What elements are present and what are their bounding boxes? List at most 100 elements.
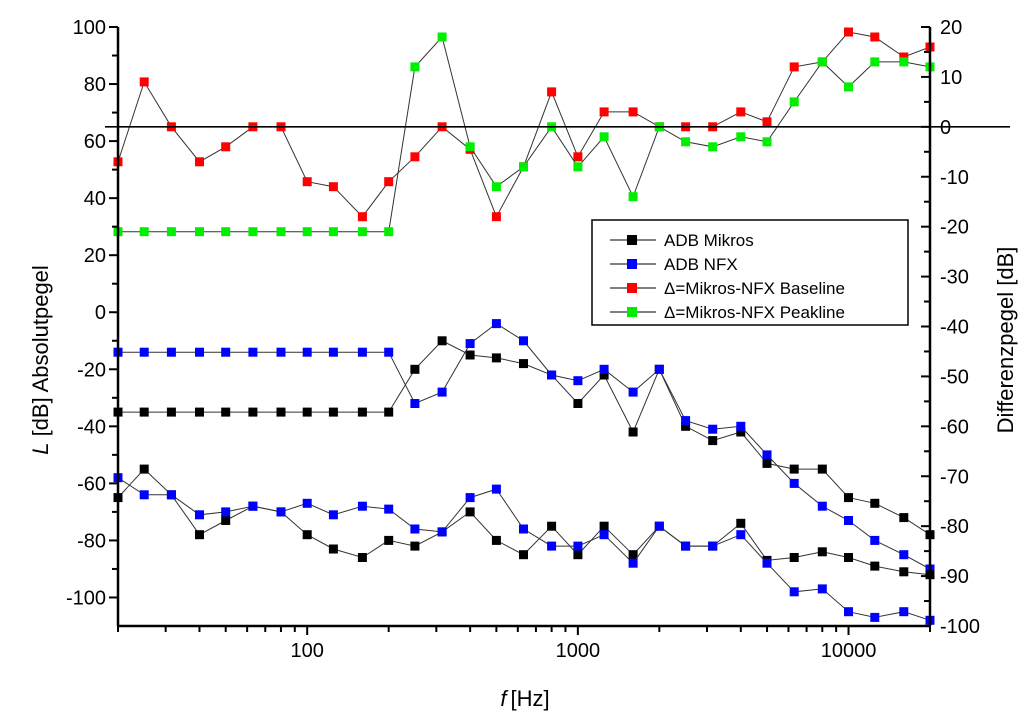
data-point: [465, 507, 475, 517]
data-point: [410, 152, 420, 162]
data-point: [762, 137, 772, 147]
y-left-tick-label: 20: [84, 245, 106, 267]
data-point: [328, 347, 338, 357]
y-left-tick-label: -20: [77, 359, 106, 381]
y-right-tick-label: -60: [940, 416, 969, 438]
series-layer: [113, 27, 935, 625]
data-point: [681, 421, 691, 431]
data-point: [195, 157, 204, 167]
data-point: [547, 541, 557, 551]
data-point: [221, 507, 231, 517]
data-point: [328, 407, 338, 417]
data-point: [789, 464, 799, 474]
legend: ADB Mikros ADB NFX Δ=Mikros-NFX Baseline Δ=…: [591, 219, 909, 326]
data-point: [762, 117, 772, 127]
data-point: [491, 319, 501, 329]
y-right-tick-label: 0: [940, 117, 951, 139]
data-point: [221, 347, 231, 357]
y-right-tick-label: -10: [940, 167, 969, 189]
data-point: [789, 62, 799, 72]
x-tick-label: 1000: [556, 640, 601, 662]
data-point: [736, 518, 746, 528]
y-axis-right-title: Differenzpegel [dB]: [993, 247, 1018, 434]
data-point: [899, 607, 909, 617]
data-point: [599, 530, 609, 540]
y-left-tick-label: -80: [77, 530, 106, 552]
legend-label: Δ=Mikros-NFX Peakline: [664, 303, 845, 322]
data-point: [357, 212, 367, 222]
series-2: [113, 464, 935, 580]
data-point: [384, 407, 394, 417]
data-point: [547, 521, 557, 531]
y-right-tick-label: -100: [940, 616, 980, 638]
data-point: [302, 407, 312, 417]
data-point: [384, 504, 394, 514]
data-point: [573, 541, 583, 551]
data-point: [789, 478, 799, 488]
data-point: [465, 350, 475, 360]
data-point: [789, 97, 799, 107]
data-point: [491, 535, 501, 545]
data-point: [384, 177, 394, 187]
data-point: [139, 490, 149, 500]
x-tick-label: 100: [291, 640, 324, 662]
series-line: [118, 35, 931, 233]
data-point: [410, 541, 420, 551]
y-right-tick-label: -20: [940, 217, 969, 239]
data-point: [357, 553, 367, 562]
legend-label: ADB Mikros: [664, 231, 754, 250]
data-point: [870, 561, 880, 571]
data-point: [844, 493, 853, 503]
data-point: [276, 347, 286, 357]
data-point: [195, 227, 204, 237]
data-point: [899, 513, 909, 523]
data-point: [870, 612, 880, 622]
data-point: [573, 399, 583, 408]
data-point: [221, 407, 231, 417]
data-point: [248, 347, 258, 357]
data-point: [599, 107, 609, 117]
data-point: [437, 527, 447, 537]
data-point: [302, 177, 312, 187]
legend-item: Δ=Mikros-NFX Baseline: [610, 279, 845, 298]
data-point: [708, 424, 718, 434]
y-right-tick-label: -70: [940, 466, 969, 488]
data-point: [708, 541, 718, 551]
data-point: [599, 364, 609, 374]
data-point: [410, 364, 420, 374]
data-point: [573, 152, 583, 162]
data-point: [166, 407, 176, 417]
data-point: [628, 387, 638, 397]
y-right-tick-label: 20: [940, 17, 962, 39]
data-point: [491, 353, 501, 363]
data-point: [139, 227, 149, 237]
data-point: [248, 501, 258, 511]
series-line: [118, 340, 931, 536]
data-point: [384, 227, 394, 237]
data-point: [276, 227, 286, 237]
series-3: [113, 473, 935, 625]
data-point: [762, 450, 772, 460]
data-point: [384, 347, 394, 357]
legend-marker: [627, 283, 637, 293]
data-point: [437, 32, 447, 42]
y-right-tick-label: -50: [940, 366, 969, 388]
data-point: [899, 57, 909, 67]
data-point: [491, 212, 501, 222]
y-right-tick-label: -30: [940, 267, 969, 289]
data-point: [328, 510, 338, 520]
series-line: [117, 31, 931, 218]
data-point: [654, 521, 664, 531]
y-right-tick-label: -40: [940, 317, 969, 339]
data-point: [870, 535, 880, 545]
x-tick-label: 10000: [821, 640, 877, 662]
y-left-tick-label: 100: [73, 17, 106, 39]
data-point: [221, 142, 231, 152]
data-point: [599, 370, 609, 380]
data-point: [357, 347, 367, 357]
data-point: [519, 336, 528, 346]
data-point: [817, 584, 827, 594]
data-point: [437, 387, 447, 397]
data-point: [491, 484, 501, 494]
data-point: [276, 507, 286, 517]
